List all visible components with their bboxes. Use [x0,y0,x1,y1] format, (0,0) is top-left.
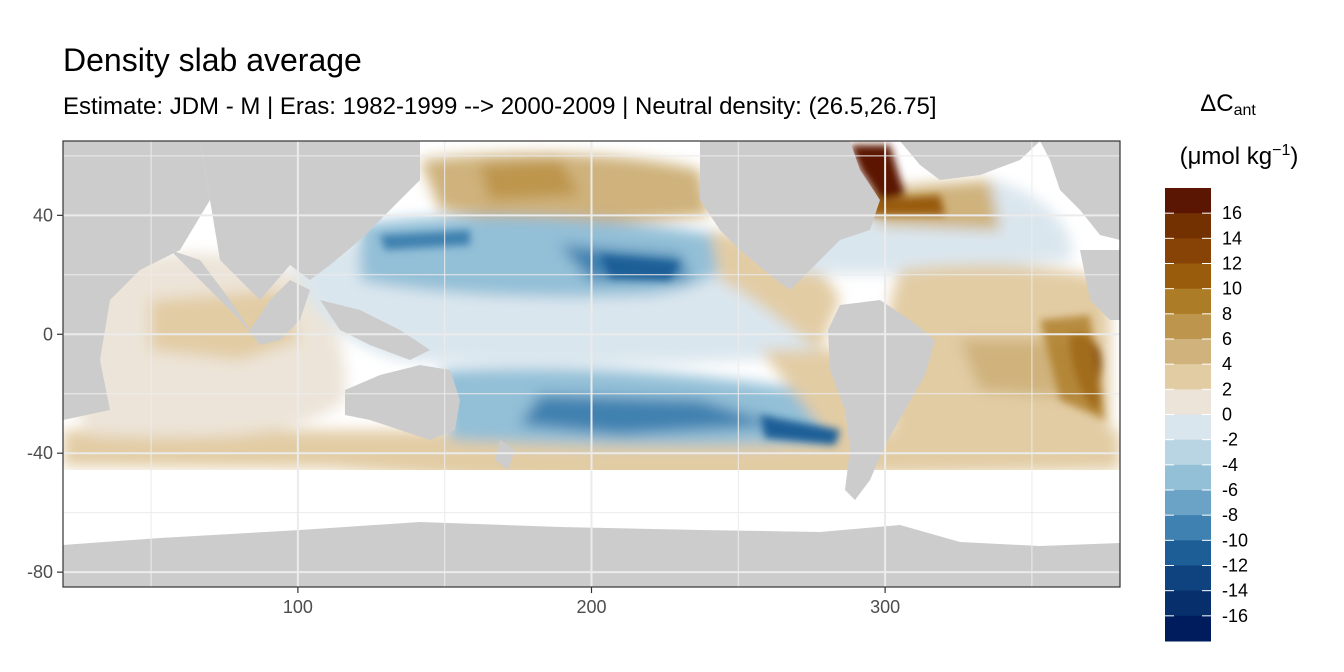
legend-swatch [1165,213,1211,239]
feature-npacific-dark [600,255,680,280]
legend-label: -2 [1222,430,1238,450]
land-west-africa [1080,250,1120,320]
legend-swatch [1165,565,1211,592]
legend-label: -4 [1222,455,1238,475]
legend-swatch [1165,490,1211,516]
legend-label: 8 [1222,304,1232,324]
legend-label: 14 [1222,228,1242,248]
region-s-pacific-core [520,395,780,435]
legend-label: 10 [1222,279,1242,299]
legend-swatch [1165,339,1211,365]
x-tick-label: 100 [283,597,313,617]
legend-title: ΔCant [1200,90,1256,119]
legend-label: 12 [1222,254,1242,274]
x-tick-label: 300 [870,597,900,617]
legend-swatch [1165,288,1211,315]
legend-label: 2 [1222,379,1232,399]
feature-n-atlantic-west [860,195,945,215]
ocean-features [380,145,1105,445]
legend-label: 16 [1222,203,1242,223]
legend-swatch [1165,590,1211,617]
legend-label: -14 [1222,581,1248,601]
feature-labrador [850,145,905,200]
legend-label: 4 [1222,354,1232,374]
legend-swatch [1165,238,1211,264]
legend-label: -12 [1222,556,1248,576]
region-e-pacific [710,230,840,350]
y-axis: 40 0 -40 -80 [27,205,63,582]
legend-label: 0 [1222,405,1232,425]
y-tick-label: 0 [43,324,53,344]
legend-label: -16 [1222,606,1248,626]
legend-swatch [1165,313,1211,340]
legend-swatch [1165,540,1211,566]
legend-unit: (μmol kg−1) [1179,142,1299,170]
land-maritime-se-asia [320,300,430,360]
legend-label: -8 [1222,505,1238,525]
legend-labels: 16 14 12 10 8 6 4 2 0 -2 -4 -6 -8 -10 -12 -14 -16 [1222,203,1248,626]
gridlines [63,141,1120,587]
legend-swatch [1165,414,1211,441]
legend-swatch [1165,439,1211,466]
legend-swatch [1165,263,1211,290]
legend-swatch [1165,389,1211,415]
legend-swatch [1165,188,1211,214]
x-tick-label: 200 [576,597,606,617]
land-south-america [828,300,935,500]
land-australia [345,365,460,440]
region-n-pacific-strong [480,160,580,200]
legend-swatch [1165,515,1211,541]
legend-label: 6 [1222,329,1232,349]
land-arabia-india [170,250,310,345]
land-africa [63,141,210,420]
feature-kuroshio [380,230,470,250]
land-eurasia [200,141,420,300]
legend-swatch [1165,615,1211,642]
chart-subtitle: Estimate: JDM - M | Eras: 1982-1999 --> … [63,93,937,120]
chart-title: Density slab average [63,42,362,78]
legend-label: -10 [1222,530,1248,550]
y-tick-label: -40 [27,443,53,463]
land-new-zealand [495,440,515,470]
x-axis: 100 200 300 [283,587,900,617]
legend-label: -6 [1222,480,1238,500]
y-tick-label: 40 [33,205,53,225]
legend-colorbar [1165,188,1211,642]
legend-swatch [1165,464,1211,491]
plot-panel [63,141,1120,587]
land-greenland [900,141,1040,180]
feature-spacific-dark [760,415,840,445]
legend-swatch [1165,364,1211,390]
y-tick-label: -80 [27,562,53,582]
